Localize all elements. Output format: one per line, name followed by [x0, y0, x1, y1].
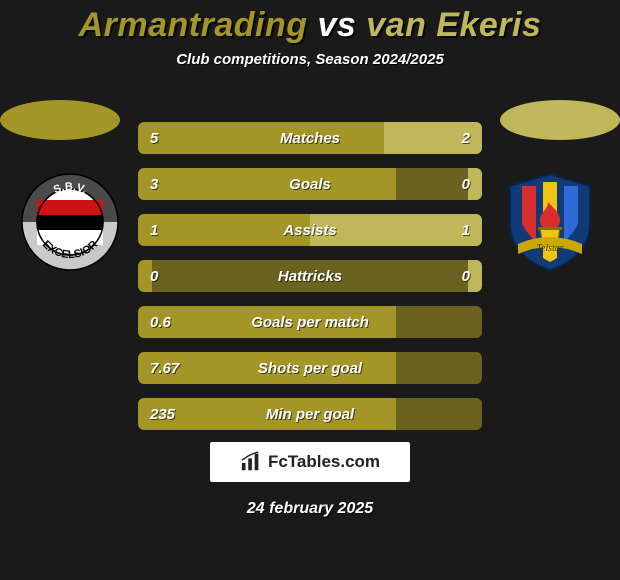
- stat-label: Min per goal: [138, 406, 482, 423]
- telstar-badge-icon: Telstar: [500, 172, 600, 272]
- date-label: 24 february 2025: [0, 500, 620, 518]
- page-title: Armantrading vs van Ekeris: [0, 6, 620, 45]
- stat-label: Hattricks: [138, 268, 482, 285]
- right-team-oval: [500, 100, 620, 140]
- left-team-badge: S.B.V. EXCELSIOR: [20, 172, 120, 272]
- stat-row: 235Min per goal: [138, 398, 482, 430]
- left-team-oval: [0, 100, 120, 140]
- stat-label: Goals: [138, 176, 482, 193]
- stat-row: 30Goals: [138, 168, 482, 200]
- svg-text:Telstar: Telstar: [536, 243, 564, 254]
- stat-label: Goals per match: [138, 314, 482, 331]
- stat-row: 7.67Shots per goal: [138, 352, 482, 384]
- right-team-badge: Telstar: [500, 172, 600, 272]
- title-vs: vs: [317, 6, 356, 44]
- stat-row: 00Hattricks: [138, 260, 482, 292]
- fctables-branding: FcTables.com: [210, 442, 410, 482]
- stat-label: Matches: [138, 130, 482, 147]
- stat-rows-container: 52Matches 30Goals 11Assists 00Hattricks 0.6G…: [138, 122, 482, 444]
- stat-row: 11Assists: [138, 214, 482, 246]
- fctables-label: FcTables.com: [268, 452, 380, 472]
- stat-label: Shots per goal: [138, 360, 482, 377]
- fctables-chart-icon: [240, 451, 262, 473]
- title-player2: van Ekeris: [366, 6, 541, 44]
- title-player1: Armantrading: [79, 6, 308, 44]
- stat-row: 0.6Goals per match: [138, 306, 482, 338]
- excelsior-badge-icon: S.B.V. EXCELSIOR: [20, 172, 120, 272]
- stat-label: Assists: [138, 222, 482, 239]
- subtitle: Club competitions, Season 2024/2025: [0, 51, 620, 68]
- stat-row: 52Matches: [138, 122, 482, 154]
